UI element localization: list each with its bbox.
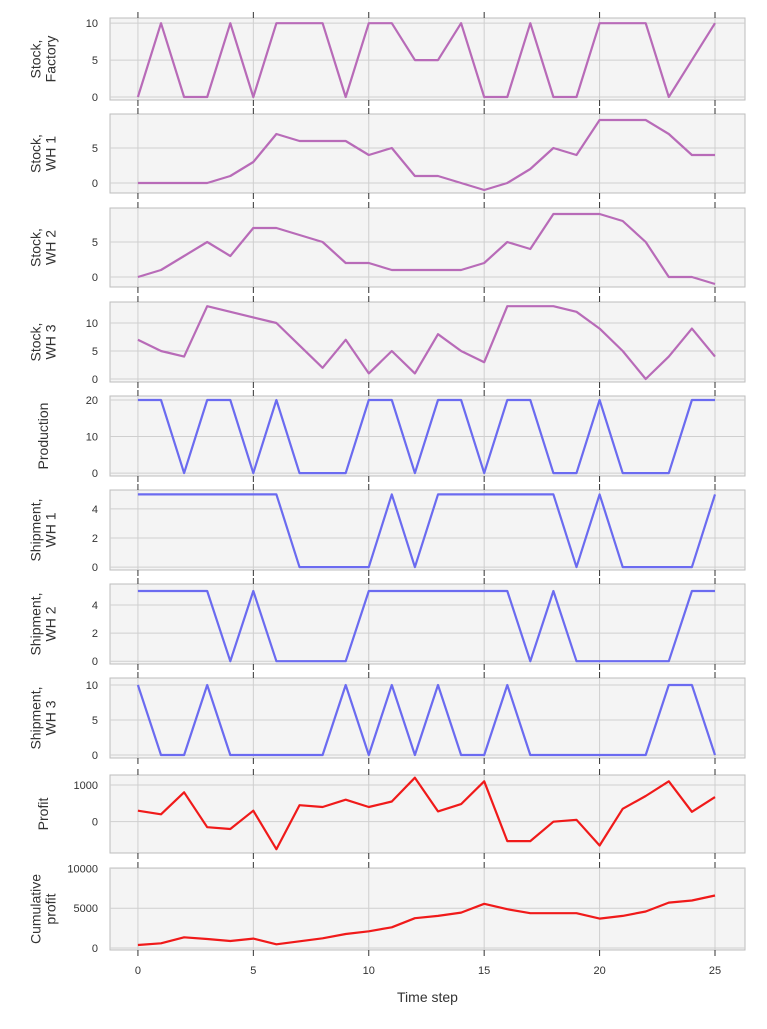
y-tick-label: 5 bbox=[92, 346, 98, 358]
y-tick-label: 4 bbox=[92, 600, 98, 612]
x-tick-label: 5 bbox=[250, 965, 256, 977]
y-tick-label: 20 bbox=[86, 395, 98, 407]
subplot-5: 0 10 20 Production bbox=[35, 390, 745, 482]
subplot-9: 0 1000 Profit bbox=[35, 769, 745, 859]
y-tick-label: 4 bbox=[92, 504, 98, 516]
y-axis-label: WH 2 bbox=[43, 606, 59, 641]
y-tick-label: 10 bbox=[86, 318, 98, 330]
y-tick-label: 5000 bbox=[74, 903, 98, 915]
subplot-7: 0 2 4 Shipment,WH 2 bbox=[28, 578, 746, 670]
y-tick-label: 5 bbox=[92, 55, 98, 67]
subplot-6: 0 2 4 Shipment,WH 1 bbox=[28, 484, 746, 576]
y-axis-label: WH 1 bbox=[43, 136, 59, 171]
y-axis-label: Shipment, bbox=[28, 592, 44, 655]
x-tick-label: 15 bbox=[478, 965, 490, 977]
x-tick-label: 10 bbox=[363, 965, 375, 977]
y-axis-label: Production bbox=[35, 403, 51, 470]
plot-area bbox=[110, 114, 745, 193]
y-axis-label: Shipment, bbox=[28, 686, 44, 749]
y-axis-label: WH 2 bbox=[43, 230, 59, 265]
y-axis-label: Profit bbox=[35, 798, 51, 831]
y-axis-label: WH 3 bbox=[43, 700, 59, 735]
y-tick-label: 0 bbox=[92, 374, 98, 386]
y-tick-label: 10 bbox=[86, 432, 98, 444]
y-tick-label: 0 bbox=[92, 468, 98, 480]
subplot-4: 0 5 10 Stock,WH 3 bbox=[28, 296, 746, 388]
y-axis-label: Stock, bbox=[28, 40, 44, 79]
x-axis-label: Time step bbox=[397, 989, 458, 1005]
y-tick-label: 10000 bbox=[67, 863, 98, 875]
y-axis-label: Cumulative bbox=[28, 874, 44, 944]
y-axis-label: profit bbox=[43, 893, 59, 924]
y-tick-label: 0 bbox=[92, 943, 98, 955]
y-tick-label: 5 bbox=[92, 237, 98, 249]
y-axis-label: Stock, bbox=[28, 228, 44, 267]
y-axis-label: WH 1 bbox=[43, 512, 59, 547]
y-tick-label: 10 bbox=[86, 18, 98, 30]
y-axis-label: Stock, bbox=[28, 134, 44, 173]
y-tick-label: 10 bbox=[86, 680, 98, 692]
subplot-1: 0 5 10 Stock,Factory bbox=[28, 12, 746, 106]
y-tick-label: 2 bbox=[92, 533, 98, 545]
x-tick-label: 25 bbox=[709, 965, 721, 977]
y-tick-label: 0 bbox=[92, 272, 98, 284]
plot-area bbox=[110, 584, 745, 664]
subplot-8: 0 5 10 Shipment,WH 3 bbox=[28, 672, 746, 764]
y-axis-label: Stock, bbox=[28, 323, 44, 362]
y-tick-label: 2 bbox=[92, 628, 98, 640]
y-tick-label: 0 bbox=[92, 656, 98, 668]
y-axis-label: Factory bbox=[43, 36, 59, 83]
y-tick-label: 5 bbox=[92, 143, 98, 155]
plot-area bbox=[110, 302, 745, 382]
y-tick-label: 0 bbox=[92, 817, 98, 829]
y-tick-label: 0 bbox=[92, 92, 98, 104]
x-tick-label: 0 bbox=[135, 965, 141, 977]
subplot-3: 0 5 Stock,WH 2 bbox=[28, 202, 746, 293]
y-tick-label: 5 bbox=[92, 715, 98, 727]
y-tick-label: 1000 bbox=[74, 780, 98, 792]
plot-area bbox=[110, 775, 745, 853]
y-axis-label: Shipment, bbox=[28, 498, 44, 561]
y-tick-label: 0 bbox=[92, 178, 98, 190]
x-tick-label: 20 bbox=[593, 965, 605, 977]
y-tick-label: 0 bbox=[92, 750, 98, 762]
y-tick-label: 0 bbox=[92, 562, 98, 574]
subplot-2: 0 5 Stock,WH 1 bbox=[28, 108, 746, 199]
y-axis-label: WH 3 bbox=[43, 324, 59, 359]
